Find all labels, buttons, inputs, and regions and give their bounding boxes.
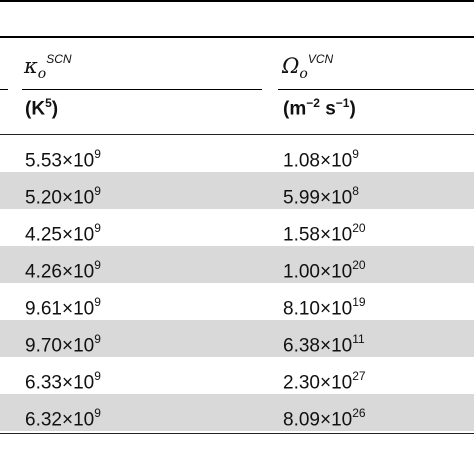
value-mantissa: 8.09×10 <box>283 409 353 431</box>
cell-omega-value: 1.58×1020 <box>283 218 366 246</box>
value-exponent: 11 <box>352 332 365 346</box>
cell-kappa-value: 6.32×109 <box>25 403 101 431</box>
units-col1-base: (K <box>25 98 46 120</box>
value-exponent: 9 <box>352 147 359 161</box>
table-bottom-rule <box>0 433 474 434</box>
omega-symbol: Ω <box>282 54 300 78</box>
value-mantissa: 4.25×10 <box>25 224 95 246</box>
units-col2-exp1: −2 <box>306 96 320 110</box>
cell-kappa-value: 5.53×109 <box>25 144 101 172</box>
value-mantissa: 5.53×10 <box>25 150 95 172</box>
value-exponent: 9 <box>94 184 101 198</box>
value-mantissa: 6.38×10 <box>283 335 353 357</box>
header-underline-col2 <box>278 89 474 90</box>
value-mantissa: 1.58×10 <box>283 224 353 246</box>
units-col1: (K5) <box>25 96 58 120</box>
table-row: 9.70×109 6.38×1011 <box>0 320 474 357</box>
value-exponent: 9 <box>94 147 101 161</box>
value-exponent: 9 <box>94 406 101 420</box>
cell-omega-value: 8.10×1019 <box>283 292 366 320</box>
value-mantissa: 1.00×10 <box>283 261 353 283</box>
cell-omega-value: 1.08×109 <box>283 144 359 172</box>
omega-superscript: VCN <box>307 52 334 66</box>
value-mantissa: 5.20×10 <box>25 187 95 209</box>
value-mantissa: 9.61×10 <box>25 298 95 320</box>
column-header-omega: ΩoVCN <box>282 52 334 83</box>
header-underline-col1 <box>22 89 262 90</box>
kappa-subscript: o <box>37 66 47 83</box>
cell-kappa-value: 6.33×109 <box>25 366 101 394</box>
kappa-superscript: SCN <box>46 52 72 66</box>
table-row: 5.53×109 1.08×109 <box>0 135 474 172</box>
cell-kappa-value: 5.20×109 <box>25 181 101 209</box>
cell-omega-value: 6.38×1011 <box>283 329 365 357</box>
value-exponent: 9 <box>94 221 101 235</box>
table-row: 6.32×109 8.09×1026 <box>0 394 474 431</box>
value-mantissa: 2.30×10 <box>283 372 353 394</box>
value-mantissa: 1.08×10 <box>283 150 353 172</box>
value-exponent: 9 <box>94 332 101 346</box>
value-exponent: 26 <box>352 406 366 420</box>
value-exponent: 9 <box>94 258 101 272</box>
table-header-rule <box>0 36 474 38</box>
cell-omega-value: 8.09×1026 <box>283 403 366 431</box>
cell-kappa-value: 4.26×109 <box>25 255 101 283</box>
table-row: 4.25×109 1.58×1020 <box>0 209 474 246</box>
header-underline-left <box>0 89 8 90</box>
value-mantissa: 9.70×10 <box>25 335 95 357</box>
units-col1-exp: 5 <box>45 96 52 110</box>
value-mantissa: 8.10×10 <box>283 298 353 320</box>
cell-omega-value: 5.99×108 <box>283 181 359 209</box>
kappa-symbol: κ <box>24 54 38 78</box>
units-col2-base1: (m <box>283 98 307 120</box>
value-mantissa: 6.32×10 <box>25 409 95 431</box>
table-row: 4.26×109 1.00×1020 <box>0 246 474 283</box>
table-row: 9.61×109 8.10×1019 <box>0 283 474 320</box>
cell-kappa-value: 4.25×109 <box>25 218 101 246</box>
units-col2-exp2: −1 <box>335 96 350 110</box>
units-col2-close: ) <box>349 98 356 120</box>
value-mantissa: 4.26×10 <box>25 261 95 283</box>
value-exponent: 20 <box>352 258 366 272</box>
table-row: 5.20×109 5.99×108 <box>0 172 474 209</box>
table-top-rule <box>0 0 474 2</box>
value-exponent: 8 <box>352 184 359 198</box>
table-row: 6.33×109 2.30×1027 <box>0 357 474 394</box>
column-header-kappa: κoSCN <box>24 52 72 83</box>
cell-omega-value: 2.30×1027 <box>283 366 366 394</box>
value-exponent: 27 <box>352 369 366 383</box>
value-exponent: 19 <box>352 295 366 309</box>
units-col2-base2: s <box>319 98 336 120</box>
units-col1-close: ) <box>51 98 59 120</box>
value-exponent: 9 <box>94 369 101 383</box>
omega-subscript: o <box>299 66 308 83</box>
value-mantissa: 6.33×10 <box>25 372 95 394</box>
value-exponent: 9 <box>94 295 101 309</box>
cell-kappa-value: 9.70×109 <box>25 329 101 357</box>
cell-kappa-value: 9.61×109 <box>25 292 101 320</box>
cell-omega-value: 1.00×1020 <box>283 255 366 283</box>
units-col2: (m−2 s−1) <box>283 96 356 120</box>
value-exponent: 20 <box>352 221 366 235</box>
units-rule <box>0 134 474 135</box>
value-mantissa: 5.99×10 <box>283 187 353 209</box>
